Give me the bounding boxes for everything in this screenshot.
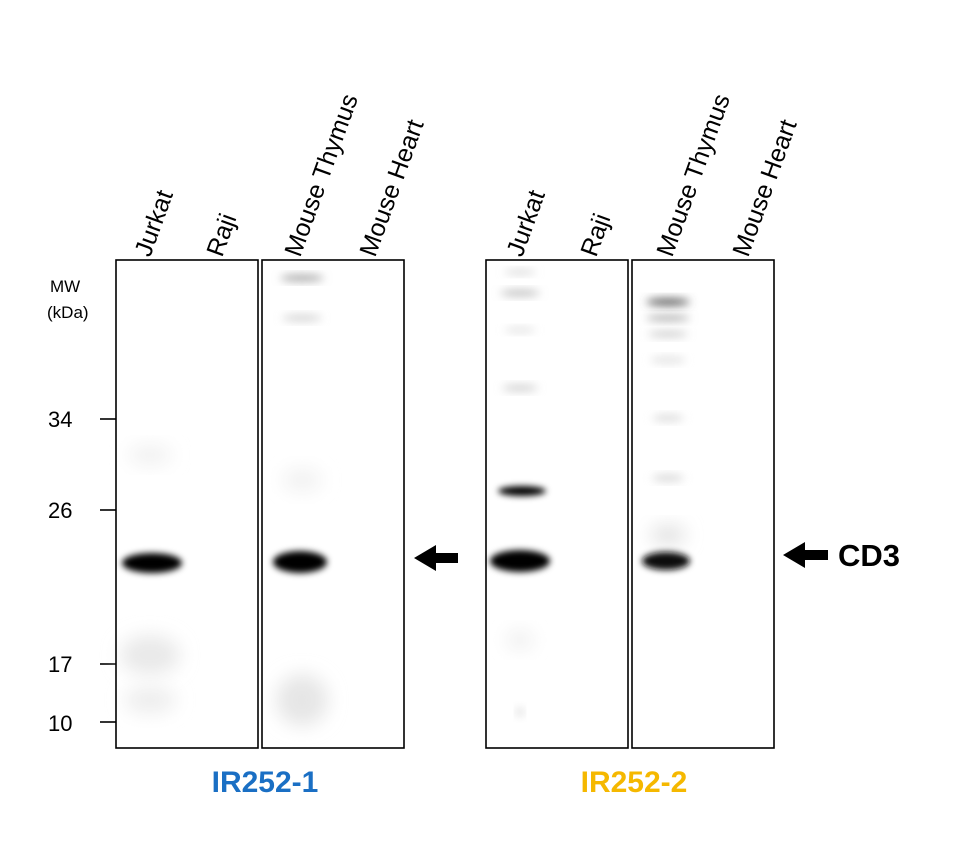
faint-band	[500, 290, 540, 296]
haze-spot	[128, 445, 172, 465]
haze-spot	[276, 674, 328, 726]
arrow-left-icon	[414, 545, 458, 571]
panel-frame	[485, 259, 629, 749]
mw-marker-34: 34	[48, 407, 72, 432]
lane-label-raji-2: Raji	[575, 210, 616, 260]
faint-band	[648, 331, 688, 337]
blot-2-panel-a	[485, 259, 629, 749]
cd3-band	[273, 551, 327, 573]
blot-2-panel-b	[631, 259, 775, 749]
mw-unit-label: (kDa)	[47, 303, 89, 322]
haze-spot	[516, 708, 524, 716]
mw-marker-17: 17	[48, 652, 72, 677]
panel-frame	[261, 259, 405, 749]
target-label: CD3	[838, 538, 901, 573]
faint-band	[646, 298, 690, 306]
faint-band	[504, 327, 536, 333]
panel-frame	[115, 259, 259, 749]
lane-label-mouse-thymus-2: Mouse Thymus	[651, 90, 736, 260]
lane-label-mouse-heart-1: Mouse Heart	[354, 116, 429, 260]
faint-band	[650, 357, 686, 363]
faint-band	[652, 475, 684, 481]
blot-1-panel-b	[261, 259, 405, 749]
haze-spot	[120, 635, 180, 675]
lane-label-raji-1: Raji	[201, 210, 242, 260]
faint-band	[646, 315, 690, 321]
mw-label: MW	[50, 277, 80, 296]
cd3-band	[490, 550, 550, 572]
lane-labels: Jurkat Raji Mouse Thymus Mouse Heart Jur…	[129, 90, 802, 260]
mw-marker-26: 26	[48, 498, 72, 523]
antibody-label-2: IR252-2	[580, 766, 688, 799]
lane-label-mouse-thymus-1: Mouse Thymus	[279, 90, 364, 260]
faint-band	[652, 415, 684, 421]
mw-marker-10: 10	[48, 711, 72, 736]
haze-spot	[506, 630, 534, 650]
cd3-band	[642, 552, 690, 570]
antibody-label-1: IR252-1	[211, 766, 319, 799]
faint-band	[504, 269, 536, 275]
mw-ladder: 34 26 17 10	[48, 407, 116, 736]
haze-spot	[282, 468, 322, 492]
arrow-left-icon	[783, 542, 828, 568]
faint-band	[502, 385, 538, 391]
lane-label-mouse-heart-2: Mouse Heart	[727, 116, 802, 260]
faint-band	[280, 275, 324, 281]
upper-band	[498, 486, 546, 496]
haze-spot	[650, 525, 686, 545]
haze-spot	[124, 686, 176, 714]
faint-band	[282, 315, 322, 321]
blot-1-panel-a	[115, 259, 259, 749]
lane-label-jurkat-2: Jurkat	[501, 186, 551, 260]
lane-label-jurkat-1: Jurkat	[129, 186, 179, 260]
cd3-band	[122, 553, 182, 573]
panel-frame	[631, 259, 775, 749]
